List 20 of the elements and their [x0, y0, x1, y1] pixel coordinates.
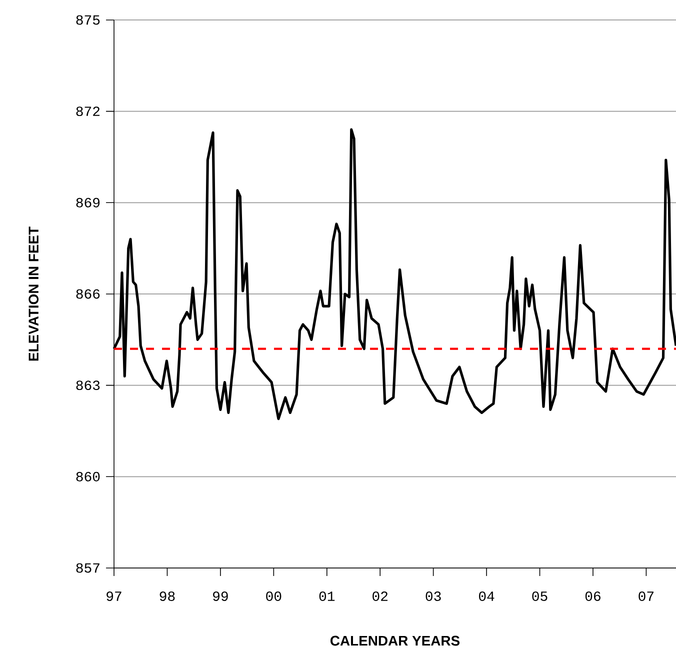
- x-axis-title: CALENDAR YEARS: [330, 636, 460, 646]
- x-tick-label: 04: [479, 592, 494, 601]
- y-tick-label: 869: [76, 198, 100, 208]
- x-tick-label: 97: [106, 592, 122, 601]
- y-tick-label: 860: [76, 472, 100, 482]
- x-tick-label: 06: [585, 592, 600, 601]
- x-tick-label: 99: [213, 592, 228, 601]
- y-tick-label: 866: [76, 289, 100, 299]
- x-tick-label: 01: [319, 592, 335, 601]
- y-tick-label: 857: [76, 563, 100, 573]
- x-tick-label: 00: [266, 592, 282, 601]
- y-tick-label: 863: [76, 380, 100, 390]
- y-tick-label: 875: [76, 15, 100, 25]
- y-tick-label: 872: [76, 106, 100, 116]
- x-tick-label: 07: [638, 592, 654, 601]
- x-tick-label: 05: [532, 592, 548, 601]
- x-tick-label: 98: [160, 592, 175, 601]
- y-axis-title: ELEVATION IN FEET: [28, 226, 39, 361]
- x-tick-label: 03: [426, 592, 441, 601]
- x-tick-label: 02: [372, 592, 388, 601]
